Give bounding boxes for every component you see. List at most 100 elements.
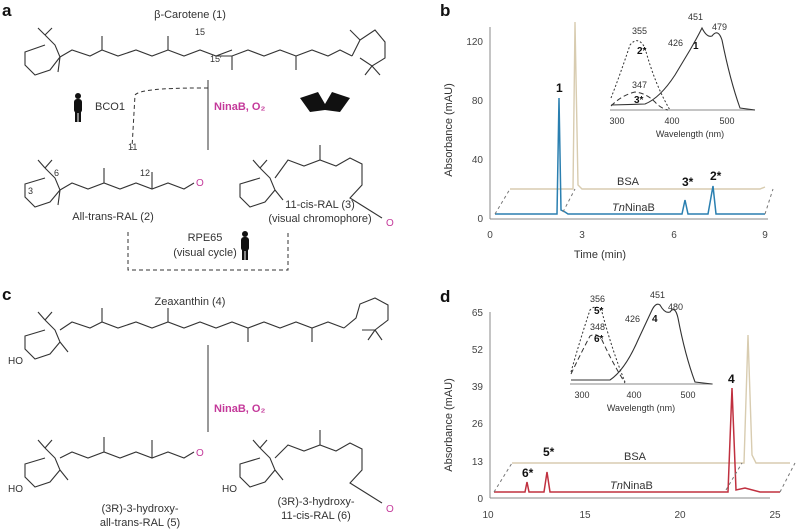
- panel-c-letter: c: [2, 285, 11, 304]
- panel-c: c Zeaxanthin (4) HO NinaB, O₂ O HO (3R)-…: [2, 285, 394, 529]
- 11-cis-ral-structure: O: [239, 145, 394, 229]
- bco1-label: BCO1: [95, 101, 125, 113]
- bsa-label: BSA: [617, 176, 640, 188]
- hydroxy-11-cis-ral-structure: O HO: [222, 430, 394, 515]
- inset-xlabel: Wavelength (nm): [607, 403, 675, 413]
- cleavage-label-15: 15: [195, 27, 205, 37]
- hydroxy-all-trans-ral-label-1: (3R)-3-hydroxy-: [101, 503, 178, 515]
- cleavage-label-15prime: 15′: [210, 54, 222, 64]
- hydroxy-11-cis-ral-label-1: (3R)-3-hydroxy-: [277, 496, 354, 508]
- inset-356: 356: [590, 294, 605, 304]
- inset-3: 3*: [634, 95, 644, 106]
- tnninab-label: TnNinaB: [610, 480, 653, 492]
- peak-6-label: 6*: [522, 466, 534, 480]
- y-tick-80: 80: [472, 96, 484, 107]
- panel-d-chart: d 65 52 39 26 13 0 10 15 20 25 Absorbanc…: [440, 287, 796, 521]
- offset-guide: [493, 462, 513, 493]
- peak-3-label: 3*: [682, 175, 694, 189]
- panel-b-letter: b: [440, 1, 450, 20]
- oxygen-atom: O: [386, 504, 394, 515]
- offset-guide: [779, 462, 796, 493]
- atom-label-3: 3: [28, 186, 33, 196]
- y-tick-39: 39: [472, 382, 484, 393]
- x-tick-3: 3: [579, 230, 585, 241]
- hydroxyl-group: HO: [8, 356, 23, 367]
- d-inset-spectrum: 300 400 500 Wavelength (nm) 356 348 426 …: [570, 290, 713, 413]
- hydroxyl-group: HO: [222, 484, 237, 495]
- oxygen-atom: O: [386, 218, 394, 229]
- human-silhouette-icon: [241, 231, 249, 260]
- bsa-trace: [510, 21, 766, 190]
- ninab-label: NinaB, O₂: [214, 403, 265, 415]
- visual-chromophore-label: (visual chromophore): [268, 213, 371, 225]
- beta-carotene-label: β-Carotene (1): [154, 9, 226, 21]
- bco1-arrow: [131, 87, 208, 149]
- x-tick-6: 6: [671, 230, 677, 241]
- inset-x-300: 300: [574, 390, 589, 400]
- offset-guide: [725, 462, 743, 491]
- inset-479: 479: [712, 22, 727, 32]
- inset-426: 426: [668, 38, 683, 48]
- x-tick-25: 25: [769, 510, 781, 521]
- inset-355: 355: [632, 26, 647, 36]
- peak-1-label: 1: [556, 81, 563, 95]
- x-tick-20: 20: [674, 510, 686, 521]
- oxygen-atom: O: [196, 448, 204, 459]
- inset-x-500: 500: [680, 390, 695, 400]
- offset-guide: [494, 188, 511, 215]
- inset-1: 1: [693, 41, 699, 52]
- atom-label-12: 12: [140, 168, 150, 178]
- inset-6: 6*: [594, 334, 604, 345]
- oxygen-atom: O: [196, 178, 204, 189]
- beta-carotene-structure: 15 15′: [24, 27, 386, 76]
- x-tick-9: 9: [762, 230, 768, 241]
- offset-guide: [764, 188, 774, 215]
- hydroxy-all-trans-ral-label-2: all-trans-RAL (5): [100, 517, 180, 529]
- inset-480: 480: [668, 302, 683, 312]
- b-xlabel: Time (min): [574, 249, 626, 261]
- all-trans-ral-label: All-trans-RAL (2): [72, 211, 154, 223]
- inset-x-400: 400: [626, 390, 641, 400]
- inset-451: 451: [650, 290, 665, 300]
- hydroxy-all-trans-ral-structure: O HO: [8, 437, 204, 495]
- b-inset-spectrum: 300 400 500 Wavelength (nm) 355 347 426 …: [609, 12, 756, 139]
- moth-silhouette-icon: [300, 92, 350, 112]
- y-tick-0: 0: [477, 494, 483, 505]
- tnninab-label: TnNinaB: [612, 202, 655, 214]
- atom-label-11: 11: [128, 142, 137, 152]
- b-ylabel: Absorbance (mAU): [443, 83, 455, 177]
- visual-cycle-label: (visual cycle): [173, 247, 237, 259]
- y-tick-120: 120: [466, 37, 483, 48]
- tnninab-trace: [494, 387, 780, 493]
- rpe65-label: RPE65: [188, 232, 223, 244]
- inset-5: 5*: [594, 306, 604, 317]
- y-tick-26: 26: [472, 419, 484, 430]
- peak-2-label: 2*: [710, 169, 722, 183]
- peak-4-label: 4: [728, 372, 735, 386]
- panel-d-letter: d: [440, 287, 450, 306]
- d-ylabel: Absorbance (mAU): [443, 378, 455, 472]
- x-tick-10: 10: [482, 510, 494, 521]
- tnninab-trace: [495, 97, 765, 215]
- inset-xlabel: Wavelength (nm): [656, 129, 724, 139]
- inset-x-300: 300: [609, 116, 624, 126]
- y-tick-0: 0: [477, 214, 483, 225]
- visual-cycle-arrow: [127, 232, 289, 271]
- inset-347: 347: [632, 80, 647, 90]
- y-tick-65: 65: [472, 308, 484, 319]
- inset-348: 348: [590, 322, 605, 332]
- inset-451: 451: [688, 12, 703, 22]
- offset-guide: [562, 188, 576, 213]
- inset-2: 2*: [637, 46, 647, 57]
- inset-x-500: 500: [719, 116, 734, 126]
- inset-x-400: 400: [664, 116, 679, 126]
- bsa-trace: [512, 334, 790, 464]
- panel-a-letter: a: [2, 1, 12, 20]
- hydroxyl-group: HO: [8, 484, 23, 495]
- panel-a: a β-Carotene (1) 15 15′ BCO1: [2, 1, 394, 271]
- x-tick-0: 0: [487, 230, 493, 241]
- human-silhouette-icon: [74, 93, 82, 122]
- y-tick-40: 40: [472, 155, 484, 166]
- all-trans-ral-structure: O 6 3 11 12: [24, 142, 204, 208]
